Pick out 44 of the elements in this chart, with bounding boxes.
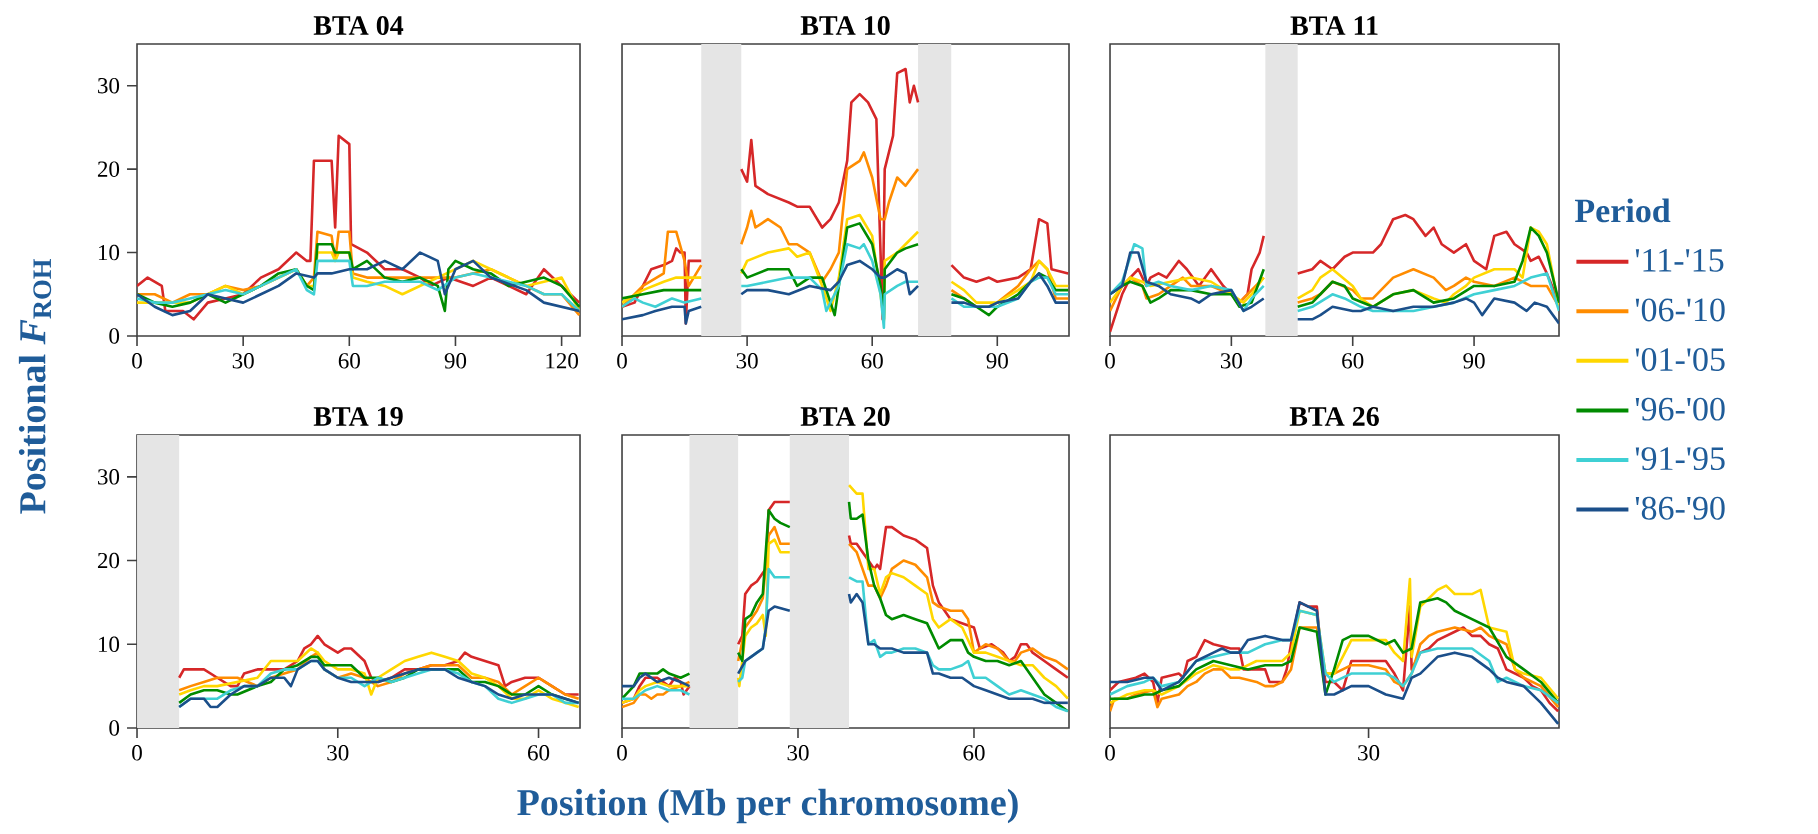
x-tick-label: 0 <box>1105 745 1115 761</box>
y-tick-label: 10 <box>98 244 120 261</box>
legend-label: '01-'05 <box>1635 348 1725 371</box>
x-axis-title: Position (Mb per chromosome) <box>517 788 1018 824</box>
chart-title: BTA 10 <box>800 16 890 35</box>
chart-title: BTA 20 <box>800 407 890 426</box>
x-tick-label: 90 <box>444 353 467 369</box>
x-tick-label: 60 <box>963 745 985 761</box>
x-tick-label: 60 <box>1342 353 1364 369</box>
x-tick-label: 30 <box>1358 745 1380 761</box>
y-tick-label: 20 <box>97 161 120 177</box>
legend-title: Period <box>1574 198 1671 223</box>
x-tick-label: 120 <box>546 353 578 369</box>
x-tick-label: 0 <box>617 745 627 761</box>
x-tick-label: 60 <box>338 353 360 369</box>
legend-label: '91-'95 <box>1635 447 1725 471</box>
legend-label: '11-'15 <box>1635 248 1724 272</box>
x-tick-label: 30 <box>327 745 349 761</box>
legend-label: '06-'10 <box>1635 298 1725 322</box>
chart-title: BTA 26 <box>1289 407 1379 426</box>
x-tick-label: 0 <box>617 353 627 369</box>
legend-label: '86-'90 <box>1635 496 1725 520</box>
x-tick-label: 60 <box>528 745 550 761</box>
chart-title: BTA 04 <box>313 16 404 35</box>
y-tick-label: 20 <box>97 552 120 569</box>
y-tick-label: 0 <box>109 720 120 736</box>
x-tick-label: 60 <box>861 353 883 369</box>
x-tick-label: 0 <box>132 745 142 761</box>
x-tick-label: 30 <box>1220 353 1242 369</box>
y-tick-label: 30 <box>98 469 120 485</box>
x-tick-label: 30 <box>736 353 758 369</box>
x-tick-label: 30 <box>787 745 809 761</box>
y-tick-label: 30 <box>98 77 120 94</box>
x-tick-label: 90 <box>1463 353 1485 369</box>
x-tick-label: 30 <box>232 353 254 369</box>
chart-title: BTA 19 <box>313 407 403 426</box>
chart-title: BTA 11 <box>1290 16 1378 35</box>
y-tick-label: 0 <box>109 328 120 344</box>
x-tick-label: 0 <box>132 353 142 369</box>
y-tick-label: 10 <box>98 636 120 653</box>
x-tick-label: 0 <box>1105 353 1115 369</box>
x-tick-label: 90 <box>986 353 1008 369</box>
legend-label: '96-'00 <box>1635 397 1725 421</box>
y-axis-title: Positional F$_{ROH}$ <box>18 258 52 514</box>
